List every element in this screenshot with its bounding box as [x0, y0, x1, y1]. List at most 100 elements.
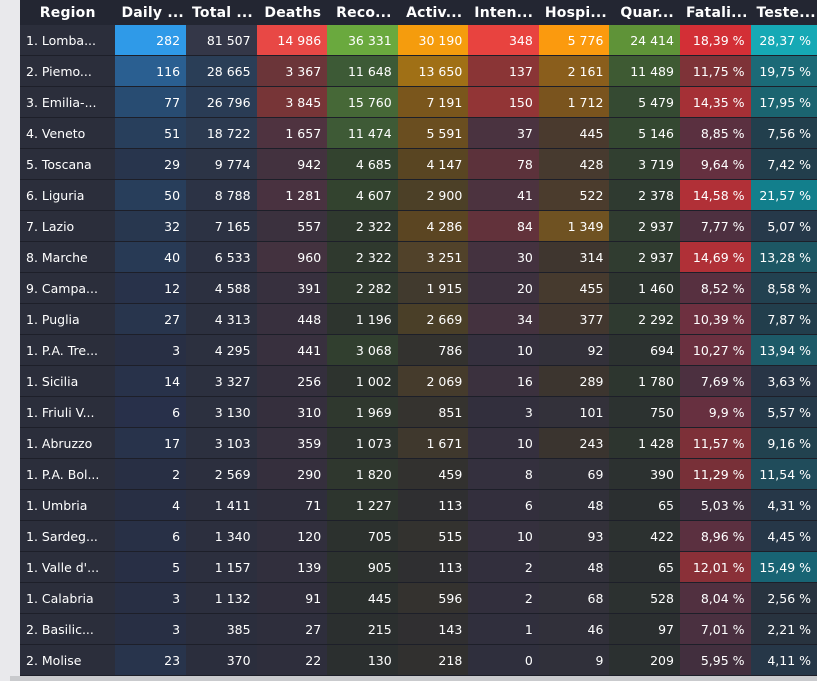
- value-cell: 942: [256, 149, 328, 180]
- value-cell: 11,29 %: [679, 459, 751, 490]
- table-row[interactable]: 2. Basilic... 3 385 27 215 143 1 46 97 7,01 % 2,21…: [20, 614, 817, 645]
- value-cell: 2 322: [327, 242, 398, 273]
- value-cell: 77: [115, 87, 187, 118]
- region-name-cell: 7. Lazio: [20, 211, 116, 242]
- value-cell: 5 591: [397, 118, 469, 149]
- value-cell: 5 479: [609, 87, 680, 118]
- value-cell: 4 685: [327, 149, 398, 180]
- value-cell: 2: [468, 552, 539, 583]
- table-row[interactable]: 3. Emilia-... 77 26 796 3 845 15 760 7 191 150…: [20, 87, 817, 118]
- column-header-8[interactable]: Quar...: [609, 0, 680, 25]
- table-row[interactable]: 1. Puglia 27 4 313 448 1 196 2 669 34 377 2 292 1…: [20, 304, 817, 335]
- value-cell: 28,37 %: [750, 25, 817, 56]
- value-cell: 215: [327, 614, 398, 645]
- value-cell: 11 648: [327, 56, 398, 87]
- value-cell: 1 157: [186, 552, 257, 583]
- region-name-cell: 1. Umbria: [20, 490, 116, 521]
- value-cell: 1 780: [609, 366, 680, 397]
- value-cell: 3 251: [397, 242, 469, 273]
- table-row[interactable]: 1. Valle d'... 5 1 157 139 905 113 2 48 65 12,01 …: [20, 552, 817, 583]
- table-row[interactable]: 1. P.A. Tre... 3 4 295 441 3 068 786 10 92 694 10…: [20, 335, 817, 366]
- value-cell: 348: [468, 25, 539, 56]
- value-cell: 14 986: [256, 25, 328, 56]
- value-cell: 1 340: [186, 521, 257, 552]
- value-cell: 9: [538, 645, 610, 676]
- region-name-cell: 8. Marche: [20, 242, 116, 273]
- column-header-3[interactable]: Deaths: [256, 0, 328, 25]
- value-cell: 596: [397, 583, 469, 614]
- value-cell: 1 657: [256, 118, 328, 149]
- value-cell: 4 588: [186, 273, 257, 304]
- value-cell: 3 327: [186, 366, 257, 397]
- value-cell: 27: [115, 304, 187, 335]
- value-cell: 5 146: [609, 118, 680, 149]
- value-cell: 51: [115, 118, 187, 149]
- region-name-cell: 3. Emilia-...: [20, 87, 116, 118]
- value-cell: 23: [115, 645, 187, 676]
- column-header-5[interactable]: Activ...: [397, 0, 469, 25]
- value-cell: 1 671: [397, 428, 469, 459]
- table-row[interactable]: 1. Friuli V... 6 3 130 310 1 969 851 3 101 750 9,…: [20, 397, 817, 428]
- value-cell: 143: [397, 614, 469, 645]
- value-cell: 2 282: [327, 273, 398, 304]
- value-cell: 8: [468, 459, 539, 490]
- value-cell: 1 281: [256, 180, 328, 211]
- column-header-0[interactable]: Region: [20, 0, 116, 25]
- table-row[interactable]: 9. Campa... 12 4 588 391 2 282 1 915 20 455 1 46…: [20, 273, 817, 304]
- value-cell: 26 796: [186, 87, 257, 118]
- value-cell: 12,01 %: [679, 552, 751, 583]
- value-cell: 65: [609, 490, 680, 521]
- region-name-cell: 2. Molise: [20, 645, 116, 676]
- table-row[interactable]: 6. Liguria 50 8 788 1 281 4 607 2 900 41 522 2 3…: [20, 180, 817, 211]
- value-cell: 694: [609, 335, 680, 366]
- region-name-cell: 1. P.A. Bol...: [20, 459, 116, 490]
- value-cell: 2 937: [609, 242, 680, 273]
- region-name-cell: 1. P.A. Tre...: [20, 335, 116, 366]
- table-row[interactable]: 1. Umbria 4 1 411 71 1 227 113 6 48 65 5,03 % 4,31…: [20, 490, 817, 521]
- column-header-7[interactable]: Hospi...: [538, 0, 610, 25]
- table-row[interactable]: 1. Sicilia 14 3 327 256 1 002 2 069 16 289 1 780…: [20, 366, 817, 397]
- table-row[interactable]: 1. Calabria 3 1 132 91 445 596 2 68 528 8,04 % 2,5…: [20, 583, 817, 614]
- value-cell: 10: [468, 335, 539, 366]
- value-cell: 370: [186, 645, 257, 676]
- value-cell: 1 196: [327, 304, 398, 335]
- column-header-2[interactable]: Total ...: [186, 0, 257, 25]
- table-row[interactable]: 2. Molise 23 370 22 130 218 0 9 209 5,95 % 4,11 %: [20, 645, 817, 676]
- table-row[interactable]: 1. Sardeg... 6 1 340 120 705 515 10 93 422 8,96 %…: [20, 521, 817, 552]
- value-cell: 50: [115, 180, 187, 211]
- horizontal-scrollbar[interactable]: [10, 676, 817, 681]
- value-cell: 2,21 %: [750, 614, 817, 645]
- table-row[interactable]: 2. Piemo... 116 28 665 3 367 11 648 13 650 137…: [20, 56, 817, 87]
- column-header-9[interactable]: Fatali...: [679, 0, 751, 25]
- table-row[interactable]: 5. Toscana 29 9 774 942 4 685 4 147 78 428 3 719…: [20, 149, 817, 180]
- region-name-cell: 1. Friuli V...: [20, 397, 116, 428]
- value-cell: 1 132: [186, 583, 257, 614]
- column-header-10[interactable]: Teste...: [750, 0, 817, 25]
- value-cell: 8,85 %: [679, 118, 751, 149]
- table-row[interactable]: 8. Marche 40 6 533 960 2 322 3 251 30 314 2 937 1…: [20, 242, 817, 273]
- table-row[interactable]: 1. Lomba... 282 81 507 14 986 36 331 30 190 34…: [20, 25, 817, 56]
- value-cell: 8,96 %: [679, 521, 751, 552]
- value-cell: 1 460: [609, 273, 680, 304]
- value-cell: 71: [256, 490, 328, 521]
- column-header-6[interactable]: Inten...: [468, 0, 539, 25]
- value-cell: 557: [256, 211, 328, 242]
- value-cell: 4 295: [186, 335, 257, 366]
- value-cell: 2,56 %: [750, 583, 817, 614]
- table-row[interactable]: 7. Lazio 32 7 165 557 2 322 4 286 84 1 349 2 937…: [20, 211, 817, 242]
- value-cell: 218: [397, 645, 469, 676]
- column-header-4[interactable]: Reco...: [327, 0, 398, 25]
- value-cell: 30 190: [397, 25, 469, 56]
- table-row[interactable]: 1. P.A. Bol... 2 2 569 290 1 820 459 8 69 390 11,…: [20, 459, 817, 490]
- value-cell: 2: [468, 583, 539, 614]
- table-row[interactable]: 1. Abruzzo 17 3 103 359 1 073 1 671 10 243 1 428…: [20, 428, 817, 459]
- value-cell: 7 165: [186, 211, 257, 242]
- value-cell: 8,58 %: [750, 273, 817, 304]
- value-cell: 2 069: [397, 366, 469, 397]
- table-row[interactable]: 4. Veneto 51 18 722 1 657 11 474 5 591 37 445 5 …: [20, 118, 817, 149]
- column-header-1[interactable]: Daily ...: [115, 0, 187, 25]
- value-cell: 310: [256, 397, 328, 428]
- value-cell: 46: [538, 614, 610, 645]
- value-cell: 68: [538, 583, 610, 614]
- value-cell: 448: [256, 304, 328, 335]
